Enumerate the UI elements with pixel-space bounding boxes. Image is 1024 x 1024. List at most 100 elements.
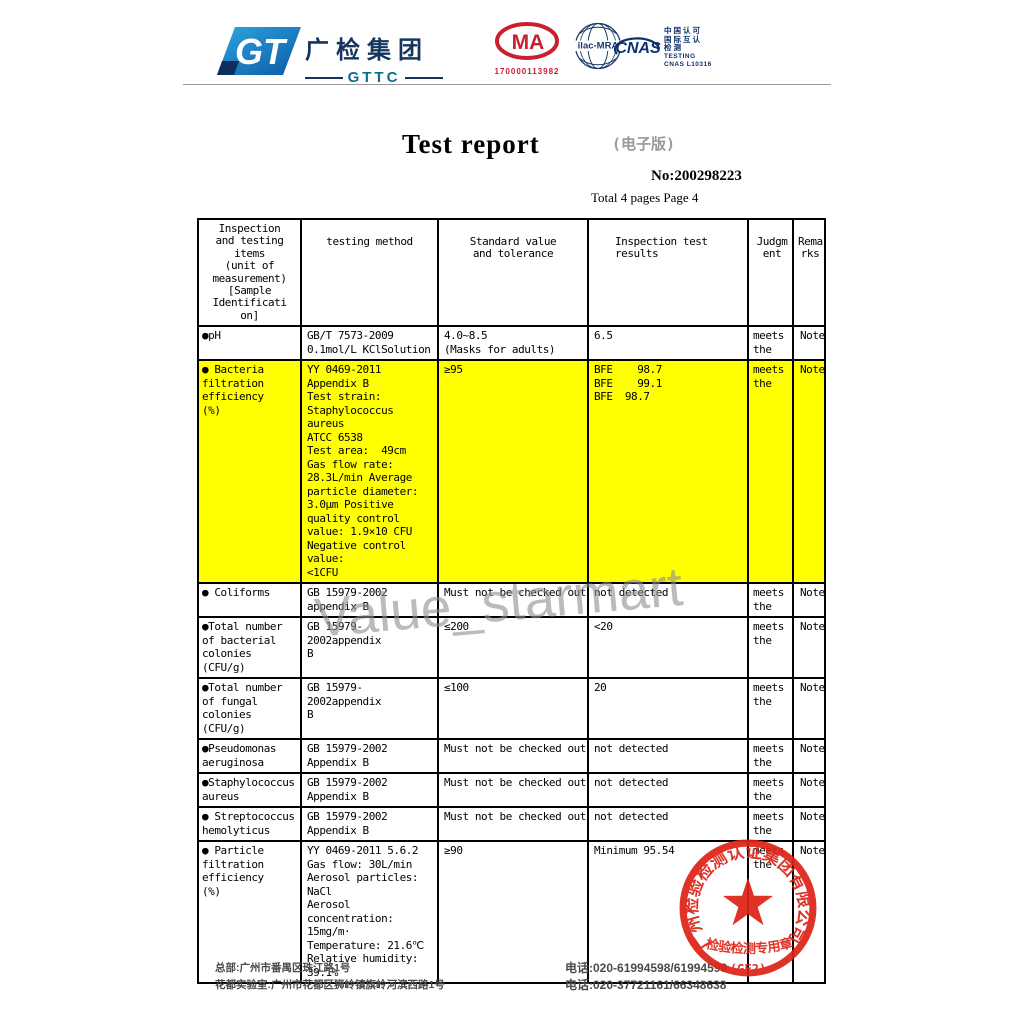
cell-item: ● Streptococcus hemolyticus bbox=[197, 806, 302, 843]
footer-tel-lab: 电话:020-37721161/66348638 bbox=[565, 978, 727, 992]
column-header-5: Rema rks bbox=[792, 217, 826, 328]
report-number: No:200298223 bbox=[651, 168, 742, 184]
cell-method: GB 15979-2002 Appendix B bbox=[300, 772, 439, 809]
cell-method: GB 15979-2002 appendix B bbox=[300, 582, 439, 619]
svg-text:MA: MA bbox=[512, 31, 545, 54]
svg-text:CNAS: CNAS bbox=[615, 40, 661, 57]
edition-label: (电子版) bbox=[612, 135, 676, 153]
cell-standard: ≥90 bbox=[437, 840, 589, 985]
cell-judgment: meets the bbox=[747, 325, 794, 362]
cell-judgment: meets the bbox=[747, 806, 794, 843]
cell-method: GB/T 7573-2009 0.1mol/L KClSolution bbox=[300, 325, 439, 362]
cell-standard: ≥95 bbox=[437, 359, 589, 585]
cma-mark-icon: MA bbox=[495, 22, 559, 60]
cell-method: GB 15979-2002 Appendix B bbox=[300, 806, 439, 843]
cell-judgment: meets the bbox=[747, 616, 794, 680]
cell-judgment: meets the bbox=[747, 359, 794, 585]
cma-cert-number: 170000113982 bbox=[494, 67, 560, 76]
svg-text:ilac-MRA: ilac-MRA bbox=[578, 41, 619, 52]
cnas-line: 中国认可 bbox=[664, 26, 702, 35]
column-header-2: Standard value and tolerance bbox=[437, 217, 589, 328]
table-row: ●Total number of bacterial colonies (CFU… bbox=[197, 616, 826, 680]
cell-standard: Must not be checked out bbox=[437, 806, 589, 843]
gttc-brand-text: 广检集团 GTTC bbox=[305, 30, 455, 86]
table-row: ●pH GB/T 7573-2009 0.1mol/L KClSolution 4.… bbox=[197, 325, 826, 362]
header-divider bbox=[183, 84, 831, 85]
gttc-company-name: 广检集团 bbox=[305, 37, 429, 64]
ilac-mra-logo-icon: ilac-MRA bbox=[573, 22, 623, 70]
cell-standard: 4.0~8.5 (Masks for adults) bbox=[437, 325, 589, 362]
column-header-0: Inspection and testing items (unit of me… bbox=[197, 217, 302, 328]
gttc-abbr: GTTC bbox=[347, 69, 401, 86]
cell-remark: Note bbox=[792, 325, 826, 362]
seal-purpose-text: 检验检测专用章 bbox=[704, 934, 794, 957]
cell-method: GB 15979-2002 Appendix B bbox=[300, 738, 439, 775]
cell-result: not detected bbox=[587, 738, 749, 775]
table-row: ●Staphylococcus aureus GB 15979-2002 Appe… bbox=[197, 772, 826, 809]
table-row: ●Pseudomonas aeruginosa GB 15979-2002 App… bbox=[197, 738, 826, 775]
cell-result: not detected bbox=[587, 806, 749, 843]
cell-remark: Note bbox=[792, 738, 826, 775]
cell-result: BFE 98.7 BFE 99.1 BFE 98.7 bbox=[587, 359, 749, 585]
cell-standard: Must not be checked out bbox=[437, 582, 589, 619]
column-header-1: testing method bbox=[300, 217, 439, 328]
gttc-abbr-row: GTTC bbox=[305, 69, 444, 86]
pagination: Total 4 pages Page 4 bbox=[591, 190, 699, 205]
footer-address-lab: 花都实验室:广州市花都区狮岭镇旗岭河滨西路1号 bbox=[215, 979, 445, 991]
cell-standard: Must not be checked out bbox=[437, 772, 589, 809]
table-header-row: Inspection and testing items (unit of me… bbox=[197, 217, 826, 328]
cell-result: not detected bbox=[587, 582, 749, 619]
cell-item: ●Total number of fungal colonies (CFU/g) bbox=[197, 677, 302, 741]
table-row: ● Bacteria filtration efficiency (%) YY 0… bbox=[197, 359, 826, 585]
dash-left bbox=[305, 76, 343, 79]
seal-star-icon bbox=[722, 877, 774, 926]
cell-result: 20 bbox=[587, 677, 749, 741]
cell-standard: ≤100 bbox=[437, 677, 589, 741]
cma-logo: MA 170000113982 bbox=[494, 22, 560, 76]
cell-result: not detected bbox=[587, 772, 749, 809]
cell-remark: Note bbox=[792, 616, 826, 680]
cell-judgment: meets the bbox=[747, 582, 794, 619]
cnas-text-block: 中国认可 国际互认 检测 TESTING CNAS L10316 bbox=[664, 26, 712, 70]
cell-method: YY 0469-2011 Appendix B Test strain: Sta… bbox=[300, 359, 439, 585]
gttc-logo-icon: GT bbox=[217, 27, 301, 75]
cnas-line: TESTING bbox=[664, 52, 696, 60]
cell-remark: Note bbox=[792, 359, 826, 585]
cnas-line: 检测 bbox=[664, 43, 683, 52]
cell-method: YY 0469-2011 5.6.2 Gas flow: 30L/min Aer… bbox=[300, 840, 439, 985]
cell-item: ●Pseudomonas aeruginosa bbox=[197, 738, 302, 775]
table-row: ● Particle filtration efficiency (%) YY 0… bbox=[197, 840, 826, 985]
svg-text:检验检测专用章: 检验检测专用章 bbox=[704, 934, 794, 957]
column-header-4: Judgm ent bbox=[747, 217, 794, 328]
cell-item: ● Particle filtration efficiency (%) bbox=[197, 840, 302, 985]
cell-judgment: meets the bbox=[747, 677, 794, 741]
cell-result: <20 bbox=[587, 616, 749, 680]
cell-item: ●Staphylococcus aureus bbox=[197, 772, 302, 809]
table-row: ● Streptococcus hemolyticus GB 15979-2002… bbox=[197, 806, 826, 843]
cell-standard: Must not be checked out bbox=[437, 738, 589, 775]
column-header-3: Inspection test results bbox=[587, 217, 749, 328]
page-title: Test report bbox=[402, 129, 540, 159]
cnas-line: CNAS L10316 bbox=[664, 61, 712, 68]
cell-remark: Note bbox=[792, 772, 826, 809]
cell-method: GB 15979-2002appendix B bbox=[300, 616, 439, 680]
company-seal: 广州检验检测认证集团有限公司 检验检测专用章 (GF2) bbox=[679, 839, 817, 977]
cell-judgment: meets the bbox=[747, 738, 794, 775]
cell-remark: Note bbox=[792, 677, 826, 741]
cell-standard: ≤200 bbox=[437, 616, 589, 680]
cell-result: 6.5 bbox=[587, 325, 749, 362]
cell-item: ●pH bbox=[197, 325, 302, 362]
cell-remark: Note bbox=[792, 806, 826, 843]
cell-remark: Note bbox=[792, 582, 826, 619]
report-table-body: ●pH GB/T 7573-2009 0.1mol/L KClSolution 4.… bbox=[197, 325, 826, 985]
footer-tel-hq: 电话:020-61994598/61994599 bbox=[565, 961, 728, 975]
dash-right bbox=[405, 76, 444, 79]
cnas-logo-icon: CNAS bbox=[614, 37, 661, 57]
seal-ring bbox=[679, 839, 817, 977]
table-row: ● Coliforms GB 15979-2002 appendix B Must … bbox=[197, 582, 826, 619]
cell-result: Minimum 95.54 bbox=[587, 840, 749, 985]
table-row: ●Total number of fungal colonies (CFU/g)… bbox=[197, 677, 826, 741]
cell-item: ● Bacteria filtration efficiency (%) bbox=[197, 359, 302, 585]
footer-address-hq: 总部:广州市番禺区珠江路1号 bbox=[215, 962, 351, 974]
